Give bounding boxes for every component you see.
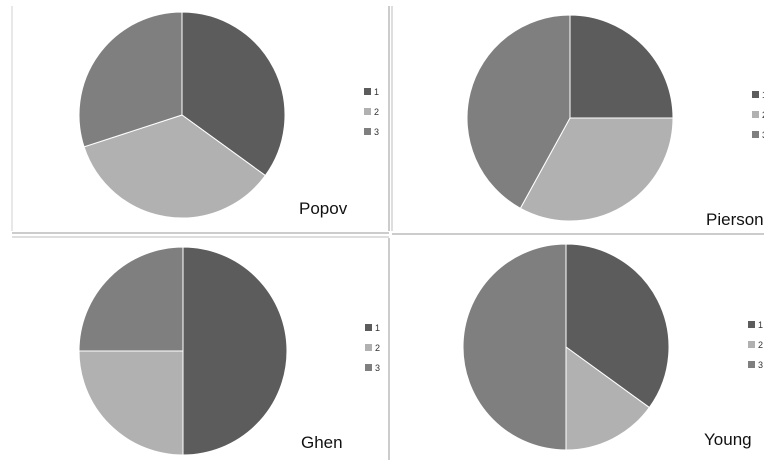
legend: 1 2 3 <box>364 87 379 137</box>
pie-slices <box>78 246 288 456</box>
pie-slice-2 <box>565 346 651 451</box>
legend-swatch-3 <box>365 364 372 371</box>
pie-slice-1 <box>181 11 286 177</box>
pie-slice-2 <box>78 350 184 456</box>
pie-slice-2 <box>519 117 674 222</box>
legend-label-2: 2 <box>758 340 763 350</box>
pie-chart-ghen: 1 2 3 Ghen <box>78 246 380 456</box>
legend-swatch-2 <box>752 111 759 118</box>
chart-title: Ghen <box>301 433 343 452</box>
pie-slice-3 <box>466 14 571 209</box>
legend-swatch-1 <box>365 324 372 331</box>
chart-title: Popov <box>299 199 348 218</box>
legend-label-1: 1 <box>375 323 380 333</box>
legend-swatch-1 <box>748 321 755 328</box>
legend-label-1: 1 <box>374 87 379 97</box>
pie-slice-3 <box>78 246 184 352</box>
pie-chart-popov: 1 2 3 Popov <box>78 11 379 219</box>
pie-slice-3 <box>78 11 183 148</box>
legend-label-3: 3 <box>762 130 764 140</box>
legend-swatch-3 <box>364 128 371 135</box>
pie-slice-1 <box>182 246 288 456</box>
legend-label-2: 2 <box>374 107 379 117</box>
pie-slices <box>466 14 674 222</box>
legend-label-3: 3 <box>758 360 763 370</box>
pie-chart-young: 1 2 3 Young <box>462 243 763 451</box>
pie-chart-pierson: 1 2 3 Pierson <box>466 14 764 229</box>
legend-swatch-1 <box>752 91 759 98</box>
legend-label-1: 1 <box>758 320 763 330</box>
chart-title: Young <box>704 430 752 449</box>
quadrant-dividers <box>11 6 764 460</box>
legend-swatch-2 <box>365 344 372 351</box>
legend-swatch-2 <box>364 108 371 115</box>
legend-label-1: 1 <box>762 90 764 100</box>
pie-slices <box>78 11 286 219</box>
legend: 1 2 3 <box>752 90 764 140</box>
pie-slice-1 <box>565 243 670 409</box>
legend-swatch-1 <box>364 88 371 95</box>
pie-slices <box>462 243 670 451</box>
legend: 1 2 3 <box>365 323 380 373</box>
legend-label-3: 3 <box>375 363 380 373</box>
pie-slice-3 <box>462 243 567 451</box>
legend-label-2: 2 <box>762 110 764 120</box>
legend-label-2: 2 <box>375 343 380 353</box>
pie-slice-2 <box>83 114 267 219</box>
legend-swatch-3 <box>748 361 755 368</box>
legend-swatch-2 <box>748 341 755 348</box>
legend-swatch-3 <box>752 131 759 138</box>
pie-slice-1 <box>569 14 674 119</box>
chart-title: Pierson <box>706 210 764 229</box>
legend-label-3: 3 <box>374 127 379 137</box>
legend: 1 2 3 <box>748 320 763 370</box>
